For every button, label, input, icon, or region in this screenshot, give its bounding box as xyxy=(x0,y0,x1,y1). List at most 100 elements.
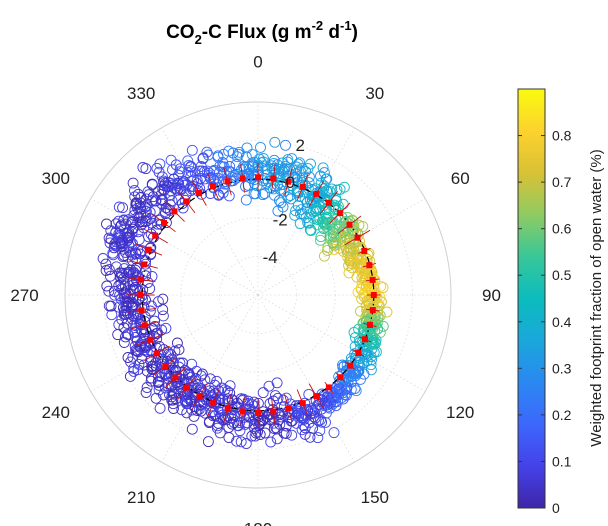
scatter-point xyxy=(185,166,197,178)
scatter-point xyxy=(145,375,157,387)
scatter-point xyxy=(173,344,185,356)
scatter-point xyxy=(222,385,233,397)
scatter-point xyxy=(358,274,370,285)
scatter-point xyxy=(322,186,334,198)
scatter-point xyxy=(296,162,308,174)
scatter-point xyxy=(257,189,269,201)
scatter-point xyxy=(168,403,179,414)
scatter-point xyxy=(114,271,126,283)
scatter-point xyxy=(216,161,228,173)
scatter-point xyxy=(377,282,389,294)
mean-marker xyxy=(366,322,373,328)
scatter-point xyxy=(264,398,276,409)
scatter-point xyxy=(255,141,266,153)
mean-marker xyxy=(255,174,261,181)
scatter-point xyxy=(363,298,375,310)
scatter-point xyxy=(131,345,143,357)
mean-marker xyxy=(285,405,292,412)
mean-marker xyxy=(196,393,203,400)
scatter-point xyxy=(346,262,358,274)
scatter-point xyxy=(299,422,311,434)
scatter-point xyxy=(129,191,141,203)
scatter-point xyxy=(140,340,152,352)
scatter-point xyxy=(186,144,198,156)
scatter-point xyxy=(224,161,236,172)
polar-grid-circle xyxy=(103,140,413,450)
radial-tick-label: 0 xyxy=(285,173,294,192)
scatter-point xyxy=(149,315,160,327)
scatter-point xyxy=(286,429,298,441)
mean-marker xyxy=(210,400,217,407)
scatter-point xyxy=(327,237,339,249)
scatter-point xyxy=(278,164,290,176)
scatter-point xyxy=(179,364,191,376)
scatter-point xyxy=(158,177,170,189)
scatter-point xyxy=(289,209,301,221)
colorbar-tick-label: 0.6 xyxy=(552,221,572,237)
scatter-point xyxy=(145,372,157,384)
scatter-point xyxy=(367,322,379,334)
scatter-point xyxy=(232,419,243,431)
scatter-point xyxy=(199,374,211,386)
scatter-point xyxy=(300,166,312,177)
scatter-point xyxy=(246,148,258,160)
scatter-point xyxy=(188,174,200,186)
scatter-point xyxy=(177,202,189,214)
scatter-point xyxy=(124,230,136,242)
scatter-point xyxy=(322,244,333,256)
scatter-point xyxy=(162,176,174,188)
scatter-point xyxy=(312,432,324,444)
mean-marker xyxy=(370,292,377,298)
mean-marker xyxy=(162,363,169,370)
scatter-point xyxy=(346,251,358,263)
scatter-point xyxy=(105,300,117,312)
scatter-point xyxy=(268,423,280,434)
scatter-point xyxy=(145,354,157,366)
scatter-point xyxy=(211,422,223,434)
scatter-point xyxy=(107,247,119,259)
polar-grid-spoke xyxy=(161,127,259,296)
scatter-point xyxy=(319,192,331,204)
scatter-point xyxy=(116,236,128,248)
scatter-point xyxy=(166,353,178,365)
scatter-point xyxy=(188,410,200,422)
scatter-point xyxy=(122,232,134,244)
scatter-point xyxy=(320,416,331,428)
colorbar-ticks: 0 0.1 0.2 0.3 0.4 0.5 0.6 0.7 0.8 xyxy=(518,128,572,516)
scatter-point xyxy=(129,270,141,281)
scatter-point xyxy=(365,285,377,297)
angle-tick-label: 330 xyxy=(127,84,155,103)
scatter-point xyxy=(273,163,285,175)
scatter-point xyxy=(274,168,286,180)
scatter-point xyxy=(294,218,306,229)
angle-tick-label: 30 xyxy=(365,84,384,103)
mean-marker xyxy=(285,178,292,185)
scatter-point xyxy=(144,283,156,295)
scatter-point xyxy=(141,382,153,393)
mean-marker xyxy=(362,336,368,343)
scatter-point xyxy=(235,436,247,448)
mean-marker xyxy=(209,183,216,190)
scatter-point xyxy=(122,328,133,340)
scatter-point xyxy=(101,280,113,292)
scatter-point xyxy=(330,239,342,251)
scatter-point xyxy=(140,258,151,270)
scatter-point xyxy=(264,414,276,426)
polar-grid-spoke xyxy=(90,198,259,296)
scatter-point xyxy=(327,398,339,410)
scatter-point xyxy=(258,156,269,168)
angle-tick-label: 270 xyxy=(10,286,38,305)
scatter-point xyxy=(209,379,221,391)
scatter-point xyxy=(252,426,263,438)
scatter-point xyxy=(127,223,139,235)
scatter-point xyxy=(283,163,295,175)
scatter-point xyxy=(113,228,125,240)
scatter-point xyxy=(330,392,342,404)
mean-marker xyxy=(239,408,246,415)
scatter-point xyxy=(314,204,326,216)
mean-marker xyxy=(141,322,148,329)
scatter-point xyxy=(361,355,373,367)
mean-marker xyxy=(140,261,147,268)
scatter-point xyxy=(158,389,169,401)
scatter-point xyxy=(129,185,140,196)
